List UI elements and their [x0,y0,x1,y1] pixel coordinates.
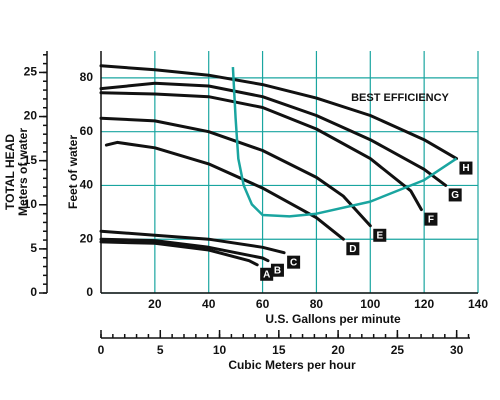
pump-curve [99,81,448,187]
y2-axis-label: Meters of water [16,128,30,216]
y2-tick-label: 15 [24,153,38,167]
y-axis-label: Feet of water [66,135,80,209]
x-tick-label: 80 [310,297,324,311]
curve-label: D [349,244,356,255]
pump-curve [99,116,372,228]
x-axis-label: U.S. Gallons per minute [265,312,401,326]
y2-tick-label: 5 [30,241,37,255]
y2-tick-label: 25 [24,65,38,79]
curve-label-box [424,212,438,226]
efficiency-label: BEST EFFICIENCY [351,92,449,104]
curve-label-box [287,255,301,269]
pump-curve [99,91,423,212]
curve-label: F [428,214,434,225]
pump-curve [104,140,345,241]
curve-label: G [451,190,459,201]
x2-tick-label: 0 [98,343,105,357]
y-tick-label: 20 [80,231,94,245]
curve-label-box [270,263,284,277]
curve-label-box [448,188,462,202]
x2-tick-label: 10 [213,343,227,357]
y2-tick-label: 10 [24,197,38,211]
curve-label: H [462,163,469,174]
x-tick-label: 20 [148,297,162,311]
y-tick-label: 40 [80,178,94,192]
curve-label-box [459,161,473,175]
x-tick-label: 140 [468,297,488,311]
x2-tick-label: 25 [391,343,405,357]
x-tick-label: 120 [414,297,434,311]
efficiency-curve [231,67,458,218]
x2-tick-label: 20 [331,343,345,357]
curve-label: A [263,269,270,280]
pump-curve [99,237,270,263]
y2-axis-title: TOTAL HEAD [3,134,17,210]
curve-label: E [376,230,383,241]
x2-tick-label: 5 [157,343,164,357]
y-tick-label: 80 [80,70,94,84]
y2-tick-label: 20 [24,109,38,123]
pump-curve [99,64,458,161]
y2-tick-label: 0 [30,285,37,299]
x-tick-label: 60 [256,297,270,311]
y-tick-label: 60 [80,124,94,138]
pump-curve [99,229,286,255]
curve-label: B [274,265,281,276]
curve-label-box [346,242,360,256]
x-tick-label: 40 [202,297,216,311]
pump-curve [99,240,259,267]
y-tick-label: 0 [86,285,93,299]
x2-axis-label: Cubic Meters per hour [228,358,356,372]
x-tick-label: 100 [360,297,380,311]
x2-tick-label: 15 [272,343,286,357]
curve-label-box [373,228,387,242]
x2-tick-label: 30 [450,343,464,357]
curve-label: C [290,257,297,268]
curve-label-box [260,267,274,281]
